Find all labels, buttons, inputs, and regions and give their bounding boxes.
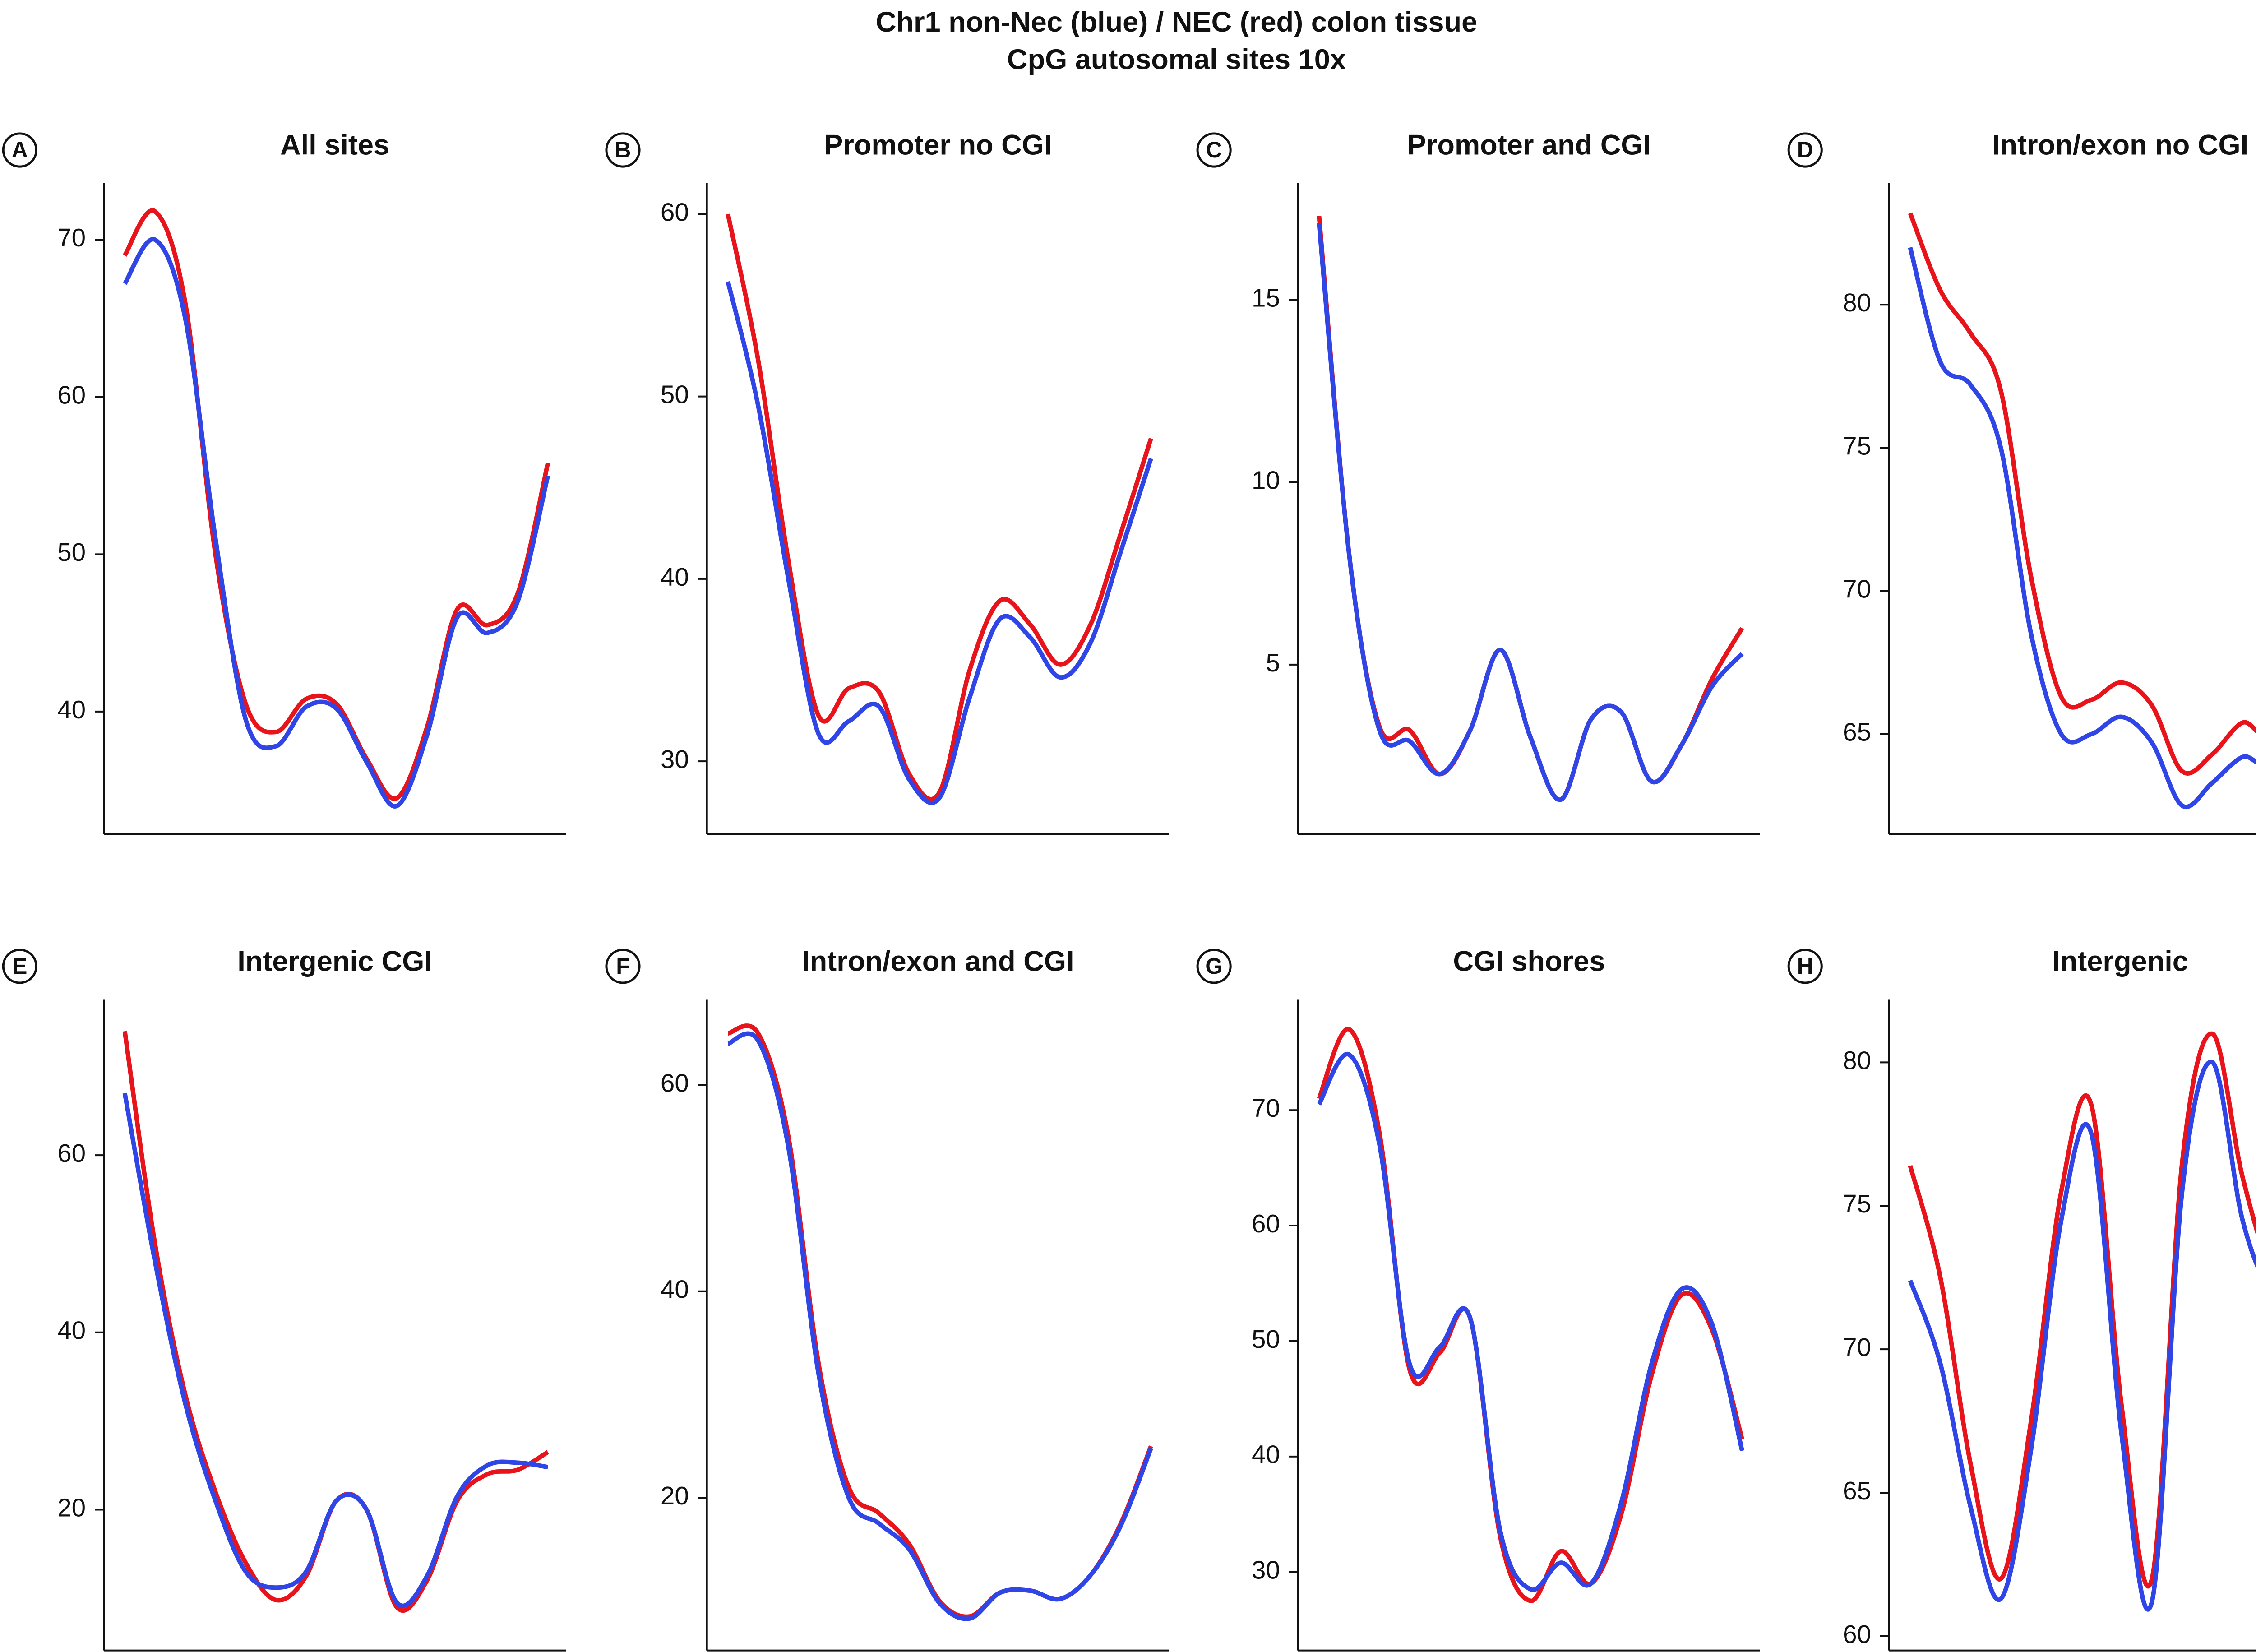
y-tick-label: 5	[1266, 648, 1280, 677]
panel-letter: D	[1797, 137, 1813, 162]
series-line	[1317, 215, 1744, 802]
panel-letter: B	[615, 137, 631, 162]
panel-letter: G	[1205, 953, 1223, 979]
panel-title: CGI shores	[1453, 945, 1605, 977]
y-tick-label: 60	[661, 1069, 689, 1097]
y-tick-label: 10	[1252, 466, 1280, 495]
y-tick-label: 40	[57, 1316, 86, 1345]
series-line	[122, 1092, 549, 1608]
y-tick-label: 30	[1252, 1556, 1280, 1584]
panel-title: Promoter and CGI	[1407, 130, 1651, 161]
y-tick-label: 60	[57, 1139, 86, 1167]
y-tick-label: 65	[1843, 1476, 1871, 1505]
panel-letter-circle	[1787, 949, 1823, 984]
panel-letter: C	[1206, 137, 1222, 162]
y-tick-label: 75	[1843, 431, 1871, 460]
series-line	[123, 237, 550, 809]
panel-letter-circle	[605, 132, 641, 168]
panel-letter: H	[1797, 953, 1813, 979]
series-line	[1317, 223, 1744, 802]
panel-letter: F	[616, 953, 629, 979]
panel-letter-circle	[605, 949, 641, 984]
y-tick-label: 40	[1252, 1440, 1280, 1469]
y-tick-label: 50	[661, 380, 689, 409]
panel-title: Intron/exon and CGI	[802, 945, 1074, 977]
y-tick-label: 60	[661, 198, 689, 226]
y-tick-label: 70	[1843, 1333, 1871, 1361]
y-tick-label: 75	[1843, 1189, 1871, 1218]
series-line	[1908, 247, 2256, 809]
y-tick-label: 80	[1843, 1046, 1871, 1074]
panel-letter-circle	[1196, 132, 1232, 168]
panel-title: Intergenic CGI	[237, 945, 432, 977]
series-line	[1317, 1027, 1744, 1603]
y-tick-label: 60	[1843, 1620, 1871, 1648]
series-line	[122, 1031, 549, 1613]
panel-title: Intergenic	[2052, 945, 2188, 977]
series-line	[1908, 212, 2256, 776]
series-line	[1908, 1060, 2256, 1612]
figure-subtitle: CpG autosomal sites 10x	[1007, 44, 1346, 75]
y-tick-label: 60	[57, 381, 86, 409]
series-line	[727, 1023, 1153, 1619]
y-tick-label: 65	[1843, 718, 1871, 746]
panel-letter-circle	[1787, 132, 1823, 168]
y-tick-label: 40	[57, 695, 86, 724]
y-tick-label: 50	[1252, 1325, 1280, 1353]
y-tick-label: 50	[57, 538, 86, 566]
panel-letter-circle	[2, 132, 37, 168]
panel-letter: E	[12, 953, 27, 979]
y-tick-label: 80	[1843, 288, 1871, 317]
y-tick-label: 40	[661, 1275, 689, 1304]
panel-title: All sites	[280, 130, 389, 161]
series-line	[726, 213, 1153, 801]
y-tick-label: 70	[1843, 575, 1871, 603]
y-tick-label: 60	[1252, 1209, 1280, 1238]
panel-title: Promoter no CGI	[824, 130, 1052, 161]
y-tick-label: 20	[57, 1493, 86, 1522]
y-tick-label: 70	[57, 223, 86, 252]
series-line	[726, 281, 1153, 805]
panel-letter-circle	[2, 949, 37, 984]
panel-letter-circle	[1196, 949, 1232, 984]
series-line	[727, 1031, 1153, 1621]
series-line	[1908, 1031, 2256, 1589]
figure-title: Chr1 non-Nec (blue) / NEC (red) colon ti…	[876, 6, 1477, 38]
series-line	[1317, 1052, 1744, 1592]
panel-title: Intron/exon no CGI	[1992, 130, 2248, 161]
y-tick-label: 20	[661, 1481, 689, 1510]
panel-letter: A	[12, 137, 28, 162]
y-tick-label: 15	[1252, 283, 1280, 312]
y-tick-label: 70	[1252, 1094, 1280, 1122]
y-tick-label: 40	[661, 563, 689, 591]
y-tick-label: 30	[661, 745, 689, 773]
